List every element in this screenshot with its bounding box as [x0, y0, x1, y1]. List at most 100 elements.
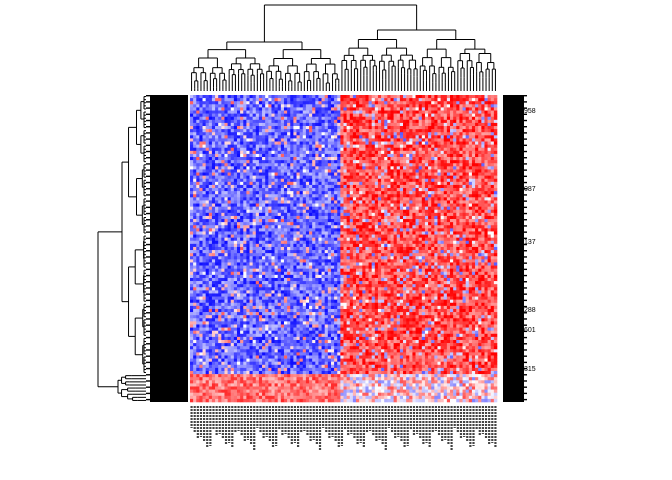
heatmap-cell [193, 163, 197, 167]
heatmap-cell [490, 126, 495, 130]
heatmap-cell [224, 200, 228, 204]
heatmap-cell [337, 184, 341, 189]
heatmap-cell [334, 188, 338, 192]
heatmap-cell [305, 206, 310, 211]
heatmap-cell [412, 172, 416, 176]
heatmap-cell [233, 163, 238, 167]
heatmap-cell [283, 122, 288, 127]
heatmap-cell [349, 113, 354, 118]
heatmap-cell [224, 119, 228, 124]
heatmap-cell [403, 122, 407, 127]
heatmap-cell [374, 135, 379, 139]
heatmap-cell [190, 181, 194, 186]
heatmap-cell [315, 113, 319, 118]
heatmap-cell [199, 101, 203, 105]
heatmap-cell [290, 101, 294, 105]
heatmap-cell [262, 138, 266, 142]
heatmap-cell [490, 166, 495, 170]
heatmap-cell [262, 194, 266, 198]
heatmap-cell [356, 209, 360, 214]
heatmap-cell [428, 119, 432, 124]
heatmap-cell [236, 138, 241, 142]
heatmap-cell [343, 98, 347, 102]
heatmap-cell [390, 129, 394, 133]
heatmap-cell [453, 188, 457, 192]
heatmap-cell [415, 101, 419, 105]
heatmap-cell [302, 166, 307, 170]
heatmap-cell [459, 219, 463, 223]
heatmap-cell [190, 132, 194, 136]
row-label-tick [146, 163, 150, 165]
heatmap-cell [305, 135, 310, 139]
heatmap-cell [218, 98, 222, 102]
heatmap-cell [453, 132, 457, 136]
heatmap-cell [462, 184, 466, 189]
heatmap-cell [418, 98, 423, 102]
heatmap-cell [484, 206, 488, 211]
heatmap-cell [302, 209, 307, 214]
heatmap-cell [384, 200, 388, 204]
heatmap-cell [340, 194, 344, 198]
heatmap-cell [434, 200, 438, 204]
heatmap-cell [224, 104, 228, 108]
heatmap-cell [453, 191, 457, 195]
heatmap-cell [312, 138, 316, 142]
heatmap-cell [418, 119, 423, 124]
heatmap-cell [233, 194, 238, 198]
heatmap-cell [274, 150, 279, 155]
heatmap-cell [446, 95, 451, 99]
heatmap-cell [274, 126, 279, 130]
heatmap-cell [218, 172, 222, 176]
heatmap-cell [371, 122, 376, 127]
heatmap-cell [462, 147, 466, 152]
heatmap-cell [221, 157, 225, 161]
heatmap-cell [190, 104, 194, 108]
heatmap-cell [468, 153, 473, 158]
heatmap-cell [387, 132, 391, 136]
heatmap-cell [421, 113, 426, 118]
heatmap-cell [468, 107, 473, 111]
heatmap-cell [265, 157, 269, 161]
heatmap-cell [296, 222, 300, 226]
heatmap-cell [478, 166, 482, 170]
heatmap-cell [243, 191, 247, 195]
heatmap-cell [327, 153, 332, 158]
heatmap-cell [396, 126, 401, 130]
heatmap-cell [415, 122, 419, 127]
heatmap-cell [421, 200, 426, 204]
heatmap-cell [190, 197, 194, 201]
heatmap-cell [249, 169, 253, 173]
heatmap-cell [412, 150, 416, 155]
heatmap-cell [465, 144, 470, 149]
heatmap-cell [343, 113, 347, 118]
heatmap-cell [249, 197, 253, 201]
heatmap-cell [299, 141, 304, 145]
heatmap-cell [418, 175, 423, 180]
heatmap-cell [255, 163, 260, 167]
heatmap-cell [271, 126, 275, 130]
heatmap-cell [450, 194, 454, 198]
heatmap-cell [280, 157, 285, 161]
heatmap-cell [236, 206, 241, 211]
heatmap-cell [268, 206, 272, 211]
heatmap-cell [274, 169, 279, 173]
heatmap-cell [296, 181, 300, 186]
heatmap-cell [302, 178, 307, 183]
heatmap-cell [346, 126, 351, 130]
heatmap-cell [456, 126, 460, 130]
heatmap-cell [346, 222, 351, 226]
heatmap-cell [240, 98, 244, 102]
heatmap-cell [255, 126, 260, 130]
heatmap-cell [346, 163, 351, 167]
heatmap-cell [368, 95, 372, 99]
heatmap-cell [302, 104, 307, 108]
heatmap-cell [465, 212, 470, 217]
heatmap-cell [208, 181, 213, 186]
heatmap-cell [468, 160, 473, 164]
heatmap-cell [196, 132, 200, 136]
heatmap-cell [255, 219, 260, 223]
heatmap-cell [324, 119, 329, 124]
heatmap-cell [493, 178, 498, 183]
row-label-tick [146, 367, 150, 370]
heatmap-cell [224, 166, 228, 170]
